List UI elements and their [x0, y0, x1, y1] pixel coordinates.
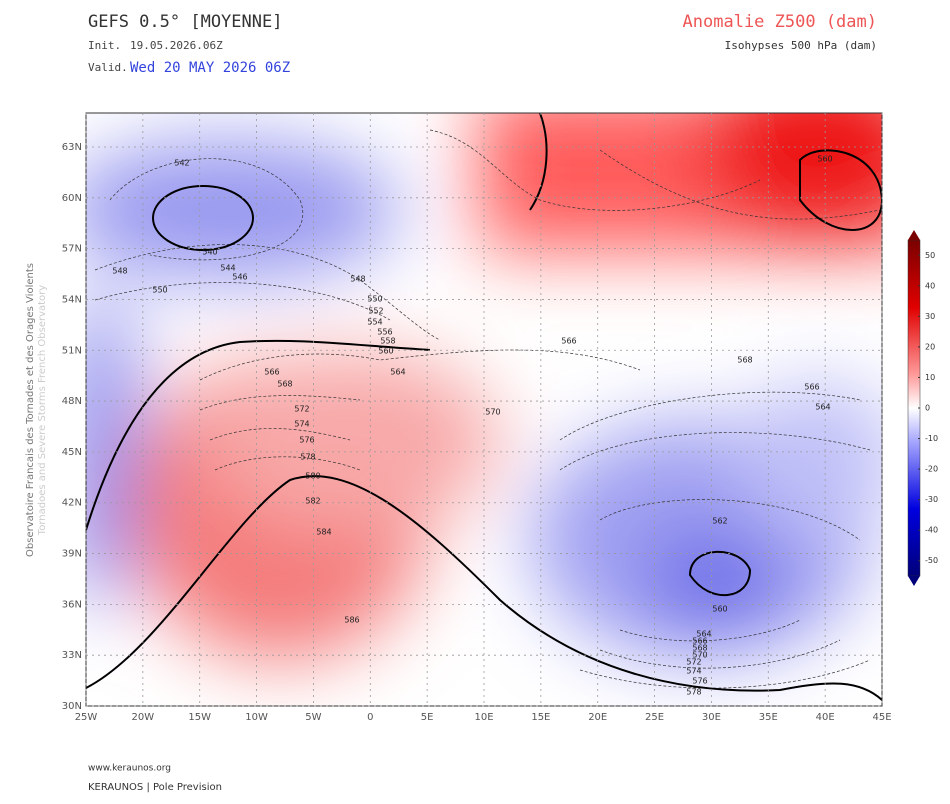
contour-label: 544 — [220, 264, 235, 273]
lat-tick-label: 48N — [62, 396, 82, 407]
lon-tick-label: 25E — [645, 712, 664, 723]
colorbar-tick-label: 0 — [925, 404, 930, 413]
contour-label: 576 — [299, 436, 314, 445]
contour-title: Isohypses 500 hPa (dam) — [725, 39, 877, 52]
lat-tick-label: 54N — [62, 294, 82, 305]
colorbar-tick-label: 10 — [925, 373, 935, 382]
contour-label: 564 — [696, 630, 711, 639]
lon-tick-label: 10E — [474, 712, 493, 723]
contour-label: 560 — [378, 347, 393, 356]
footer-brand: KERAUNOS | Pole Prevision — [88, 782, 222, 793]
lat-tick-label: 51N — [62, 345, 82, 356]
title: GEFS 0.5° [MOYENNE] — [88, 12, 282, 32]
side-text: Observatoire Francais des Tornades et de… — [25, 263, 36, 557]
lon-tick-label: 20W — [132, 712, 155, 723]
colorbar-tick-label: 50 — [925, 251, 935, 260]
lon-tick-label: 0 — [367, 712, 373, 723]
field-title: Anomalie Z500 (dam) — [683, 12, 877, 32]
valid-value: Wed 20 MAY 2026 06Z — [130, 60, 290, 76]
init-value: 19.05.2026.06Z — [130, 39, 223, 52]
lon-tick-label: 15W — [188, 712, 211, 723]
footer-url: www.keraunos.org — [88, 764, 171, 774]
contour-label: 584 — [316, 528, 331, 537]
lat-tick-label: 33N — [62, 650, 82, 661]
lat-tick-label: 45N — [62, 447, 82, 458]
lon-tick-label: 25W — [75, 712, 98, 723]
lat-tick-label: 63N — [62, 142, 82, 153]
contour-label: 572 — [686, 658, 701, 667]
contour-label: 568 — [692, 644, 707, 653]
map-field — [86, 113, 882, 706]
contour-label: 566 — [692, 637, 707, 646]
contour-label: 540 — [202, 248, 217, 257]
contour-label: 558 — [380, 337, 395, 346]
contour-label: 560 — [817, 155, 832, 164]
contour-label: 562 — [712, 517, 727, 526]
contour-label: 554 — [367, 318, 382, 327]
contour-label: 570 — [485, 408, 500, 417]
lon-tick-label: 20E — [588, 712, 607, 723]
colorbar-tick-label: 40 — [925, 281, 935, 290]
contour-label: 550 — [152, 286, 167, 295]
lon-tick-label: 45E — [872, 712, 891, 723]
lon-tick-label: 30E — [702, 712, 721, 723]
lon-tick-label: 40E — [816, 712, 835, 723]
contour-label: 564 — [815, 403, 830, 412]
contour-label: 586 — [344, 616, 359, 625]
contour-label: 568 — [277, 380, 292, 389]
contour-label: 566 — [561, 337, 576, 346]
lon-tick-label: 10W — [245, 712, 268, 723]
colorbar-tick-label: 30 — [925, 312, 935, 321]
contour-label: 566 — [804, 383, 819, 392]
colorbar-tick-label: -40 — [925, 526, 938, 535]
side-text-secondary: Tornadoes and Severe Storms French Obser… — [37, 285, 48, 536]
lat-tick-label: 60N — [62, 193, 82, 204]
contour-label: 552 — [368, 307, 383, 316]
contour-label: 568 — [737, 356, 752, 365]
lat-tick-label: 42N — [62, 498, 82, 509]
contour-label: 572 — [294, 405, 309, 414]
contour-label: 548 — [350, 275, 365, 284]
lat-tick-label: 57N — [62, 244, 82, 255]
contour-label: 576 — [692, 677, 707, 686]
contour-label: 546 — [232, 273, 247, 282]
contour-label: 574 — [686, 667, 701, 676]
contour-label: 564 — [390, 368, 405, 377]
colorbar-arrow — [908, 230, 920, 240]
lon-tick-label: 5W — [305, 712, 321, 723]
lon-tick-label: 15E — [531, 712, 550, 723]
contour-label: 578 — [300, 453, 315, 462]
lon-tick-label: 5E — [421, 712, 434, 723]
contour-label: 570 — [692, 651, 707, 660]
contour-label: 542 — [174, 159, 189, 168]
init-label: Init. — [88, 39, 121, 52]
contour-label: 578 — [686, 688, 701, 697]
contour-label: 556 — [377, 328, 392, 337]
contour-label: 582 — [305, 497, 320, 506]
colorbar-tick-label: 20 — [925, 342, 935, 351]
colorbar-tick-label: -50 — [925, 556, 938, 565]
contour-label: 566 — [264, 368, 279, 377]
lat-tick-label: 30N — [62, 701, 82, 712]
colorbar-arrow — [908, 576, 920, 586]
colorbar-tick-label: -10 — [925, 434, 938, 443]
lon-tick-label: 35E — [759, 712, 778, 723]
contour-label: 580 — [305, 472, 320, 481]
contour-label: 574 — [294, 420, 309, 429]
lat-tick-label: 36N — [62, 599, 82, 610]
colorbar-tick-label: -20 — [925, 465, 938, 474]
contour-label: 548 — [112, 267, 127, 276]
valid-label: Valid. — [88, 61, 128, 74]
colorbar-tick-label: -30 — [925, 495, 938, 504]
contour-label: 550 — [367, 295, 382, 304]
lat-tick-label: 39N — [62, 549, 82, 560]
contour-label: 560 — [712, 605, 727, 614]
